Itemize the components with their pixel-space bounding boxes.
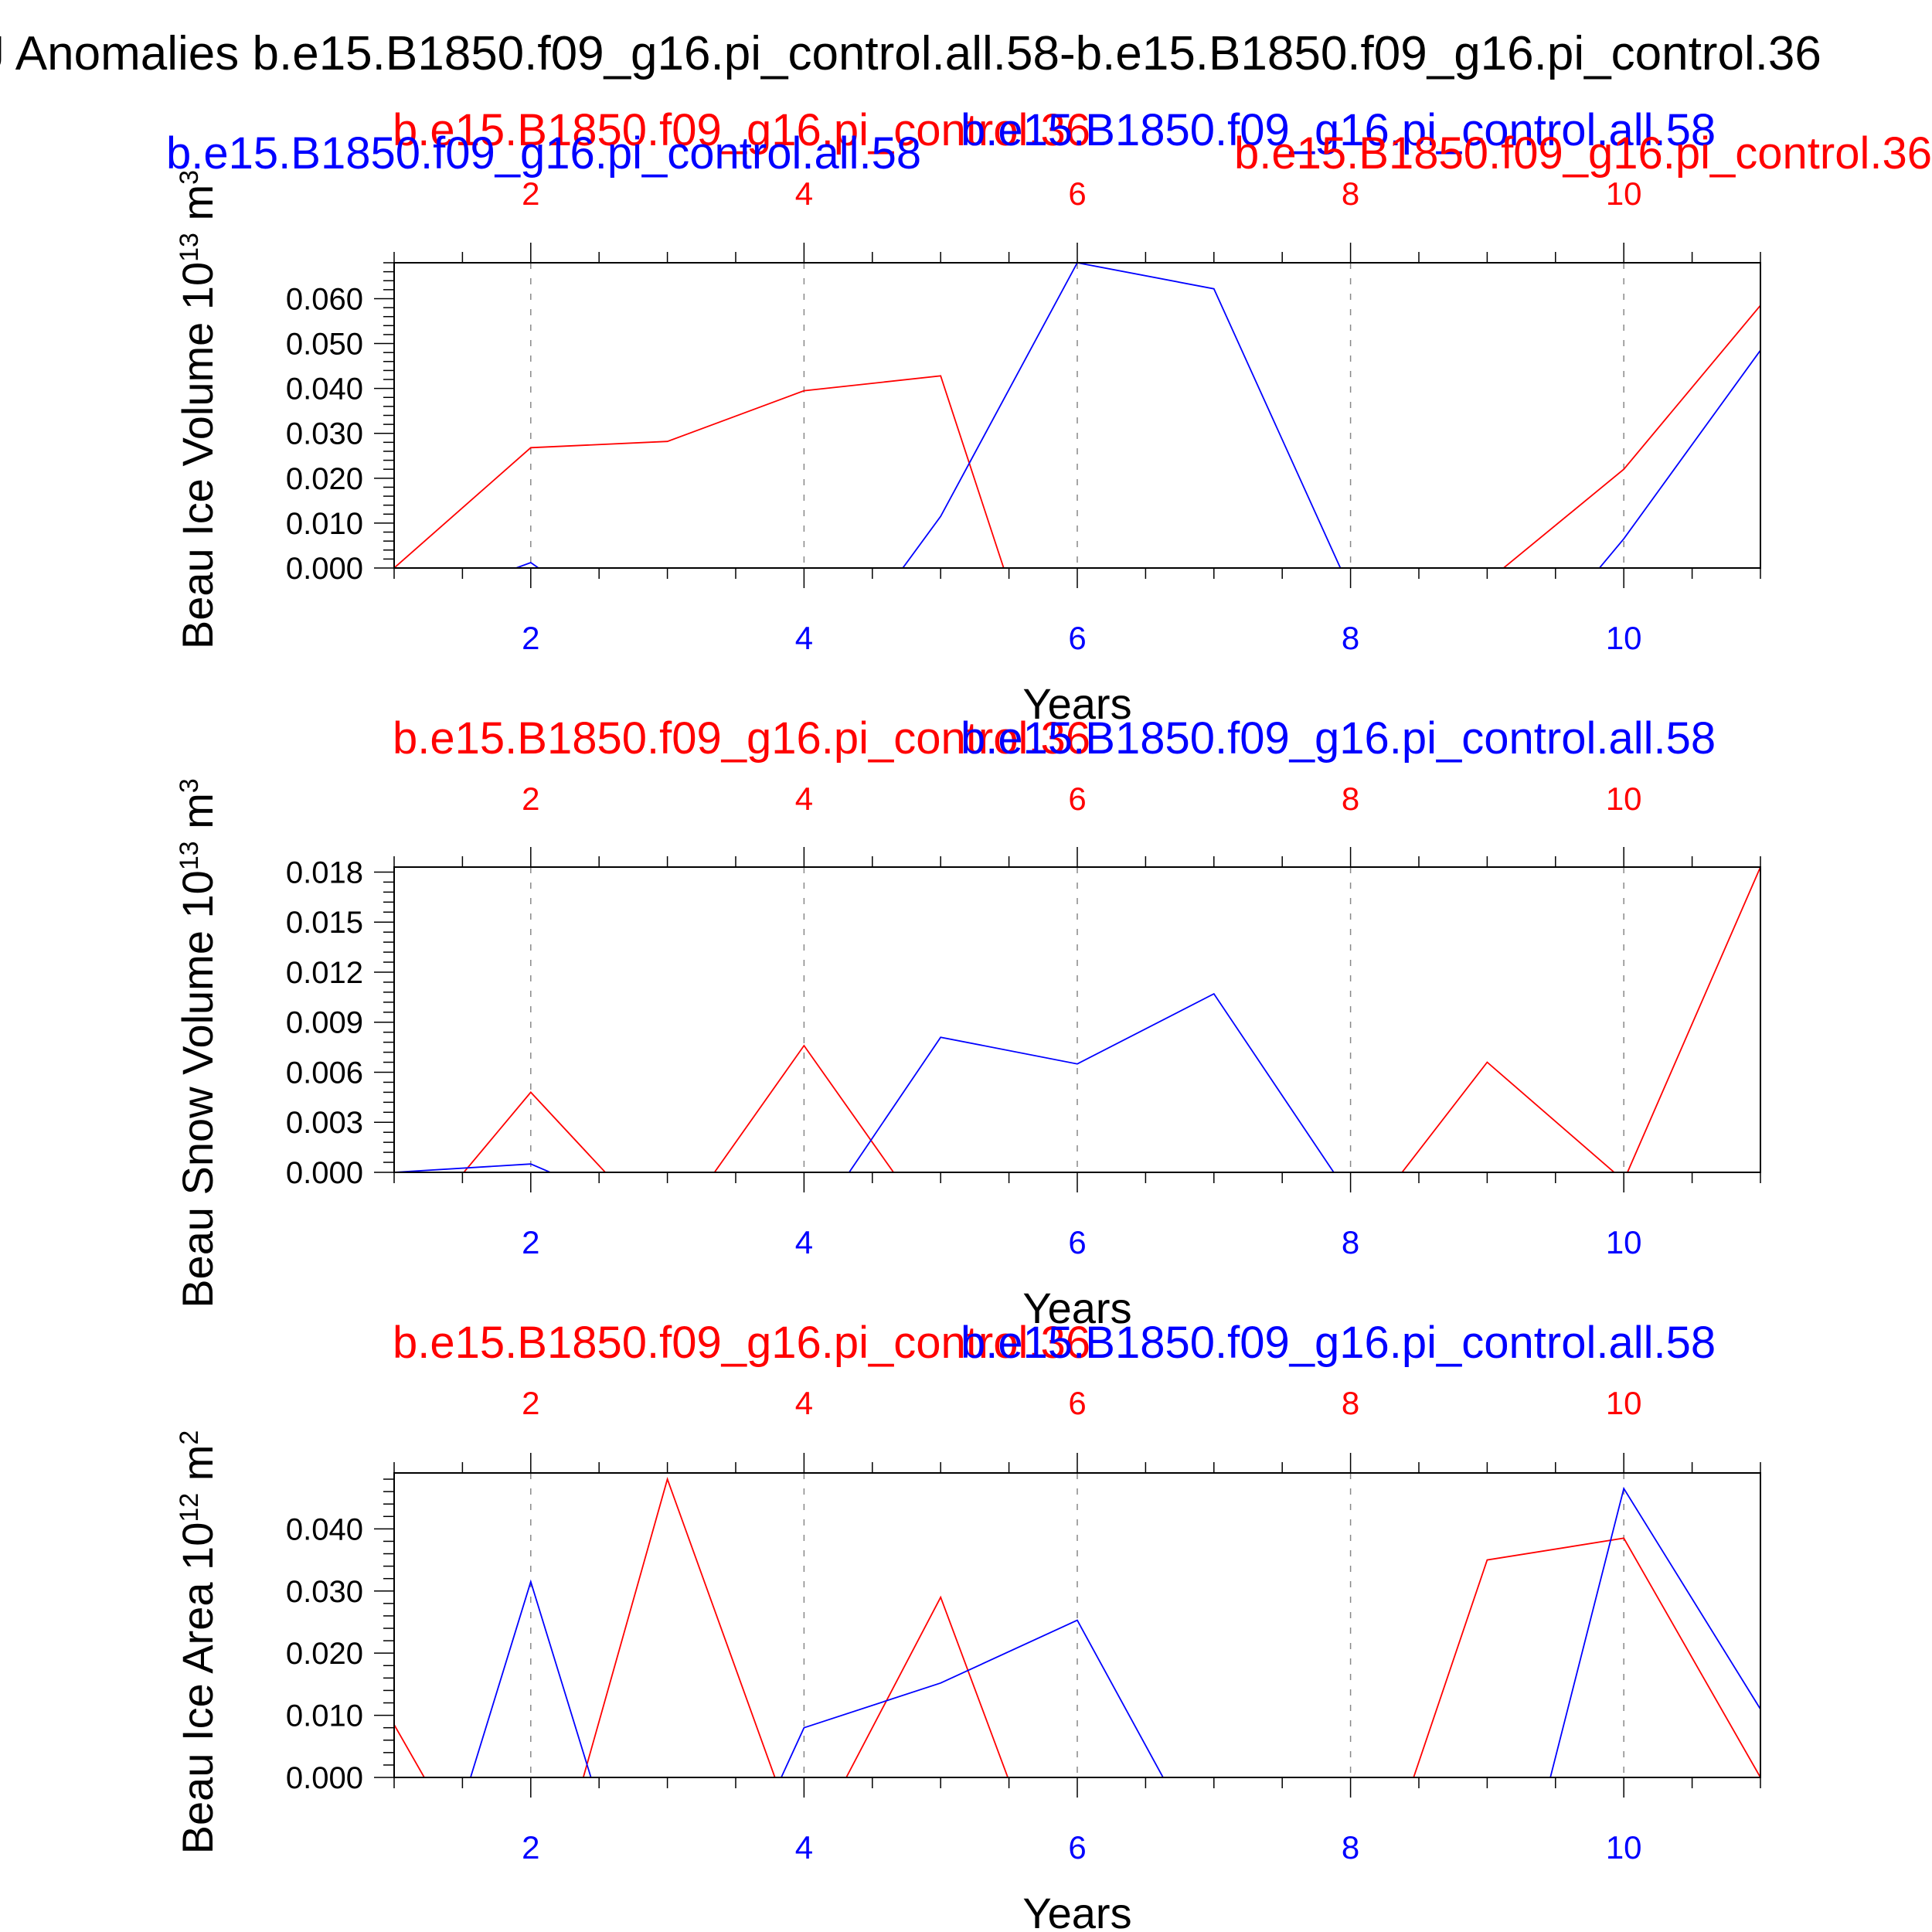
series-label-1: b.e15.B1850.f09_g16.pi_control.36 [393, 1318, 1090, 1368]
y-tick-label: 0.009 [286, 1006, 363, 1040]
series-label-2: b.e15.B1850.f09_g16.pi_control.all.58 [961, 105, 1716, 155]
x-tick-label: 6 [1068, 620, 1086, 656]
top-x-tick-label: 8 [1342, 175, 1359, 212]
top-x-tick-label: 4 [795, 781, 813, 817]
top-x-tick-label: 4 [795, 175, 813, 212]
series-label-2: b.e15.B1850.f09_g16.pi_control.all.58 [961, 713, 1716, 764]
x-tick-label: 10 [1606, 1224, 1642, 1260]
extra-series-label-1: b.e15.B1850.f09_g16.pi_control.all.58 [166, 128, 921, 179]
series-line-1 [463, 867, 1760, 1172]
y-axis-label: Beau Ice Volume 1013 m3 [173, 170, 222, 649]
x-tick-label: 8 [1342, 1224, 1359, 1260]
y-tick-label: 0.020 [286, 462, 363, 496]
x-axis-label: Years [1022, 1284, 1131, 1332]
x-tick-label: 6 [1068, 1829, 1086, 1866]
top-x-tick-label: 8 [1342, 781, 1359, 817]
x-tick-label: 4 [795, 620, 813, 656]
x-axis-label: Years [1022, 1889, 1131, 1932]
y-tick-label: 0.040 [286, 372, 363, 406]
y-axis-label: Beau Snow Volume 1013 m3 [173, 778, 222, 1308]
x-tick-label: 4 [795, 1829, 813, 1866]
y-tick-label: 0.040 [286, 1512, 363, 1546]
y-axis-label: Beau Ice Area 1012 m2 [173, 1430, 222, 1855]
top-x-tick-label: 4 [795, 1385, 813, 1421]
top-x-tick-label: 6 [1068, 781, 1086, 817]
y-tick-label: 0.060 [286, 282, 363, 316]
x-tick-label: 8 [1342, 620, 1359, 656]
x-tick-label: 8 [1342, 1829, 1359, 1866]
series-line-2 [469, 1486, 1760, 1777]
y-tick-label: 0.018 [286, 855, 363, 889]
x-tick-label: 4 [795, 1224, 813, 1260]
x-axis-label: Years [1022, 679, 1131, 728]
y-tick-label: 0.000 [286, 552, 363, 586]
plot-frame [393, 1472, 1761, 1778]
plot-panel-3: 0.000 0.010 0.020 0.030 0.040 2 2 4 4 6 6 8 8 10 10 Yea… [173, 1318, 1761, 1932]
series-line-1 [394, 304, 1760, 568]
top-x-tick-label: 6 [1068, 175, 1086, 212]
series-line-2 [394, 992, 1335, 1172]
page-title: J Anomalies b.e15.B1850.f09_g16.pi_contr… [0, 27, 1821, 80]
top-x-tick-label: 8 [1342, 1385, 1359, 1421]
x-tick-label: 2 [522, 620, 539, 656]
y-tick-label: 0.010 [286, 507, 363, 541]
x-tick-label: 6 [1068, 1224, 1086, 1260]
series-label-1: b.e15.B1850.f09_g16.pi_control.36 [393, 105, 1090, 155]
y-tick-label: 0.000 [286, 1761, 363, 1795]
extra-series-label-2: b.e15.B1850.f09_g16.pi_control.36 [1234, 128, 1932, 179]
x-tick-label: 10 [1606, 1829, 1642, 1866]
y-tick-label: 0.020 [286, 1637, 363, 1671]
top-x-tick-label: 2 [522, 1385, 539, 1421]
y-tick-label: 0.012 [286, 956, 363, 990]
y-tick-label: 0.010 [286, 1699, 363, 1733]
x-tick-label: 2 [522, 1224, 539, 1260]
y-tick-label: 0.003 [286, 1106, 363, 1140]
y-tick-label: 0.015 [286, 906, 363, 940]
y-tick-label: 0.050 [286, 328, 363, 362]
top-x-tick-label: 10 [1606, 1385, 1642, 1421]
plot-panel-2: 0.000 0.003 0.006 0.009 0.012 0.015 0.018 2 2 4 4 6… [173, 713, 1761, 1332]
series-label-2: b.e15.B1850.f09_g16.pi_control.all.58 [961, 1318, 1716, 1368]
top-x-tick-label: 6 [1068, 1385, 1086, 1421]
plot-frame [393, 866, 1761, 1173]
x-tick-label: 2 [522, 1829, 539, 1866]
y-tick-label: 0.000 [286, 1156, 363, 1190]
series-line-1 [394, 1477, 1760, 1777]
y-tick-label: 0.030 [286, 417, 363, 451]
plot-frame [393, 262, 1761, 569]
y-tick-label: 0.006 [286, 1056, 363, 1090]
top-x-tick-label: 2 [522, 175, 539, 212]
top-x-tick-label: 10 [1606, 781, 1642, 817]
plot-panel-1: 0.000 0.010 0.020 0.030 0.040 0.050 0.060 2 2 4 4 6… [166, 105, 1932, 728]
y-tick-label: 0.030 [286, 1575, 363, 1609]
series-label-1: b.e15.B1850.f09_g16.pi_control.36 [393, 713, 1090, 764]
top-x-tick-label: 2 [522, 781, 539, 817]
x-tick-label: 10 [1606, 620, 1642, 656]
top-x-tick-label: 10 [1606, 175, 1642, 212]
